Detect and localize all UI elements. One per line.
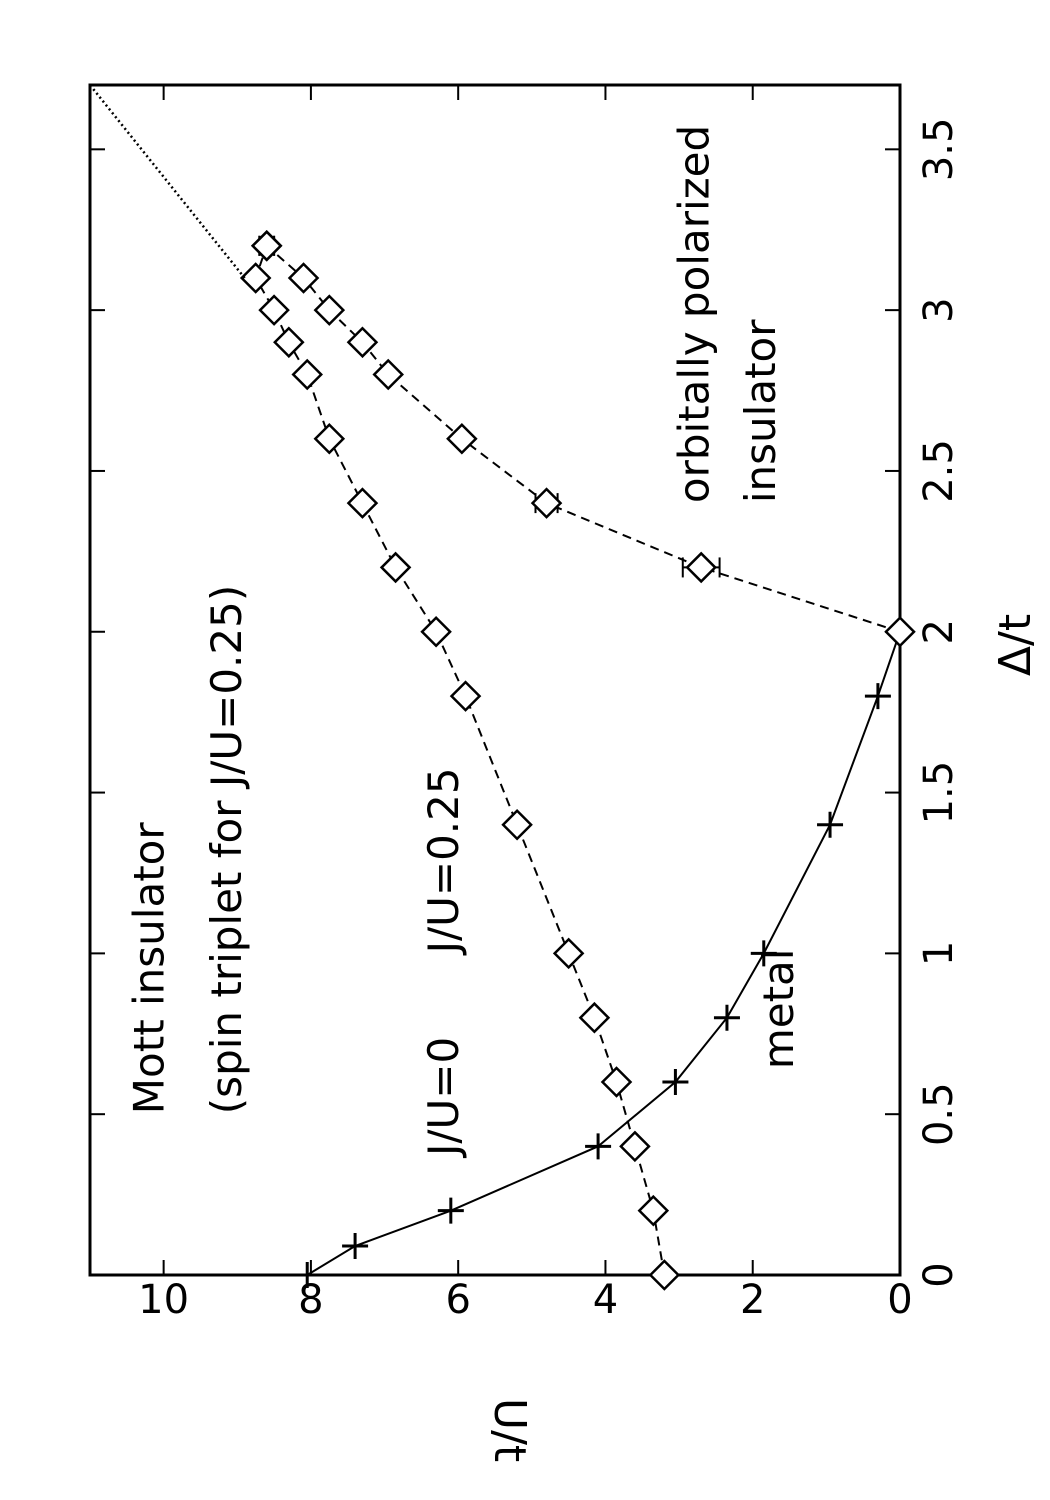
x-tick-label: 1 xyxy=(916,941,962,966)
x-tick-label: 1.5 xyxy=(916,761,962,825)
data-point xyxy=(817,811,844,838)
data-point xyxy=(346,326,379,359)
data-point xyxy=(294,1262,321,1288)
y-tick-label: 2 xyxy=(740,1277,765,1323)
data-point xyxy=(291,358,323,391)
series-extrapolation xyxy=(89,84,246,279)
series-line-j0 xyxy=(306,631,901,1276)
axis-ticks xyxy=(90,85,901,1276)
series-j025_lower xyxy=(250,230,916,648)
data-point xyxy=(346,487,379,519)
chart-annotation: (spin triplet for J/U=0.25) xyxy=(202,585,251,1114)
data-point xyxy=(446,423,478,455)
y-tick-label: 0 xyxy=(887,1277,912,1323)
chart-annotation: J/U=0 xyxy=(419,1037,468,1159)
plot-frame xyxy=(88,83,902,1277)
data-point xyxy=(379,551,412,584)
data-point xyxy=(530,487,563,519)
chart-annotation: Mott insulator xyxy=(125,822,174,1115)
data-point xyxy=(578,1001,611,1034)
data-point xyxy=(750,940,777,967)
data-point xyxy=(637,1194,670,1227)
chart-annotation: J/U=0.25 xyxy=(419,767,468,956)
data-point xyxy=(648,1259,681,1291)
data-point xyxy=(287,262,320,294)
x-tick-label: 0 xyxy=(916,1262,962,1287)
series-line-j025_lower xyxy=(266,245,901,633)
data-point xyxy=(420,615,452,648)
y-tick-label: 10 xyxy=(138,1277,189,1323)
data-point xyxy=(864,683,891,710)
data-point xyxy=(239,262,272,294)
data-point xyxy=(273,326,305,359)
x-tick-label: 3 xyxy=(916,297,962,322)
data-point xyxy=(552,937,585,970)
data-point xyxy=(342,1233,369,1260)
data-point xyxy=(662,1069,689,1096)
x-tick-label: 0.5 xyxy=(916,1082,962,1146)
data-point xyxy=(449,680,482,712)
x-tick-label: 2.5 xyxy=(916,439,962,503)
data-point xyxy=(250,230,283,262)
y-tick-label: 6 xyxy=(445,1277,470,1323)
data-point xyxy=(258,294,290,326)
chart-annotation: insulator xyxy=(736,319,785,503)
y-tick-label: 4 xyxy=(593,1277,618,1323)
x-tick-label: 3.5 xyxy=(916,118,962,182)
series-layer xyxy=(89,84,916,1291)
data-point xyxy=(619,1130,651,1163)
data-point xyxy=(685,551,717,584)
data-point xyxy=(884,615,916,648)
x-tick-label: 2 xyxy=(916,619,962,644)
chart-annotation: metal xyxy=(754,949,803,1070)
annotation-layer: Mott insulator (spin triplet for J/U=0.25… xyxy=(125,125,804,1159)
x-axis-label: Δ/t xyxy=(990,614,1041,676)
data-point xyxy=(585,1133,612,1160)
data-point xyxy=(437,1197,464,1224)
series-line-extrapolation xyxy=(89,84,246,279)
data-point xyxy=(313,423,346,455)
data-point xyxy=(713,1004,740,1031)
y-axis-label: U/t xyxy=(484,1398,535,1462)
chart-annotation: orbitally polarized xyxy=(670,125,719,503)
y-tick-label: 8 xyxy=(298,1277,323,1323)
data-point xyxy=(600,1066,633,1098)
data-point xyxy=(501,808,533,841)
series-j0 xyxy=(294,618,913,1288)
data-point xyxy=(372,358,404,391)
data-point xyxy=(313,294,346,326)
axis-tick-labels: 0 0.5 1 1.5 2 2.5 3 3.5 0 2 4 6 8 10 xyxy=(138,118,962,1323)
